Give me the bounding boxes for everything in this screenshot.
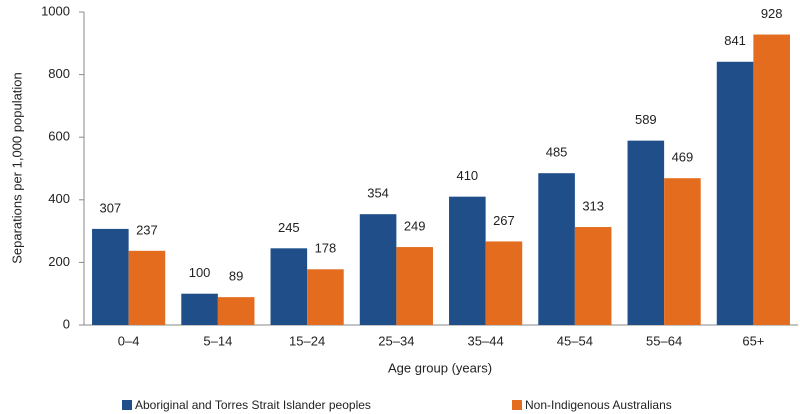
y-tick-label: 1000 xyxy=(41,3,70,18)
bar xyxy=(217,297,255,325)
bar xyxy=(307,269,344,325)
x-tick-label: 65+ xyxy=(742,333,764,348)
data-label: 354 xyxy=(367,186,389,201)
bar xyxy=(485,241,523,325)
y-tick-label: 200 xyxy=(48,254,70,269)
data-label: 307 xyxy=(99,200,121,215)
x-tick-label: 0–4 xyxy=(118,333,140,348)
y-tick-label: 800 xyxy=(48,66,70,81)
bar xyxy=(270,248,308,325)
bar xyxy=(574,227,612,325)
y-axis-title: Separations per 1,000 population xyxy=(9,72,24,264)
bar xyxy=(449,196,486,325)
data-label: 89 xyxy=(229,269,243,284)
data-label: 237 xyxy=(136,222,158,237)
x-tick-label: 35–44 xyxy=(468,333,504,348)
legend-swatch xyxy=(512,400,522,410)
legend-swatch xyxy=(122,400,132,410)
legend-label: Aboriginal and Torres Strait Islander pe… xyxy=(135,398,371,412)
data-label: 178 xyxy=(315,241,337,256)
bar xyxy=(716,61,754,325)
bar xyxy=(396,247,433,325)
bar xyxy=(92,228,129,325)
x-tick-label: 55–64 xyxy=(646,333,682,348)
x-tick-label: 5–14 xyxy=(203,333,232,348)
bar xyxy=(128,250,166,325)
x-tick-label: 25–34 xyxy=(378,333,414,348)
y-tick-label: 400 xyxy=(48,191,70,206)
bar xyxy=(753,34,790,325)
bar xyxy=(664,178,701,325)
y-tick-label: 0 xyxy=(63,316,70,331)
data-label: 410 xyxy=(456,168,478,183)
data-label: 267 xyxy=(493,213,515,228)
data-label: 100 xyxy=(189,265,211,280)
data-label: 249 xyxy=(404,219,426,234)
legend-label: Non-Indigenous Australians xyxy=(525,398,672,412)
data-label: 841 xyxy=(724,33,746,48)
data-label: 469 xyxy=(672,150,694,165)
data-label: 928 xyxy=(761,6,783,21)
data-label: 313 xyxy=(582,198,604,213)
y-tick-label: 600 xyxy=(48,129,70,144)
data-label: 485 xyxy=(546,145,568,160)
bar xyxy=(538,173,575,325)
data-label: 245 xyxy=(278,220,300,235)
bar xyxy=(627,140,665,325)
bar xyxy=(181,293,218,325)
x-tick-label: 15–24 xyxy=(289,333,325,348)
bar xyxy=(359,214,397,325)
x-axis-title: Age group (years) xyxy=(388,360,492,375)
data-label: 589 xyxy=(635,112,657,127)
x-tick-label: 45–54 xyxy=(557,333,593,348)
